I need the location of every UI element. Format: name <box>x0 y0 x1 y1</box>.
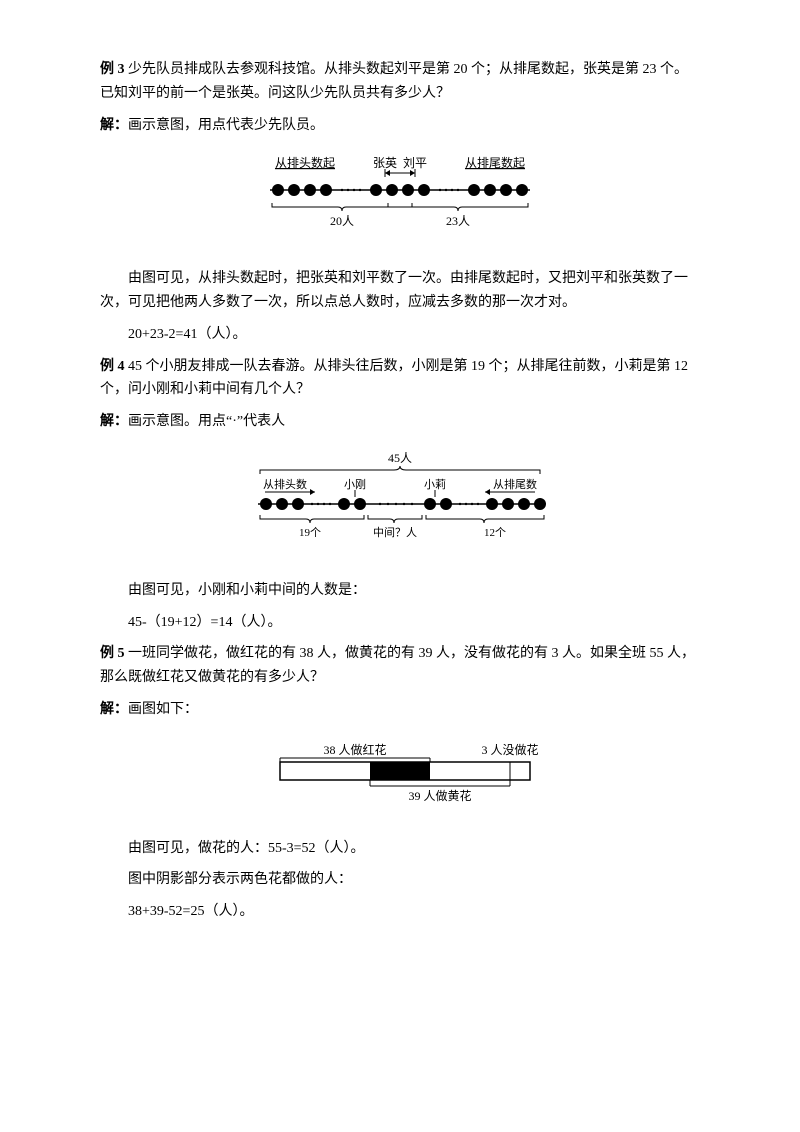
ex5-sol-text: 画图如下： <box>128 702 198 717</box>
ex5-solution-line: 解：画图如下： <box>100 698 700 722</box>
ex4-diagram: 45人 从排头数 小刚 小莉 从排尾数 19个 中间？人 12个 <box>100 452 700 561</box>
d4-19: 19个 <box>299 526 321 539</box>
ex4-sol-label: 解： <box>100 414 128 429</box>
d4-tail: 从排尾数 <box>493 477 537 491</box>
ex4-title: 例 4 <box>100 359 125 374</box>
ex5-problem-text: 一班同学做花，做红花的有 38 人，做黄花的有 39 人，没有做花的有 3 人。… <box>100 646 695 685</box>
d5-red: 38 人做红花 <box>323 742 386 757</box>
d3-zhang: 张英 <box>373 156 397 170</box>
d5-none: 3 人没做花 <box>481 742 538 757</box>
ex3-title: 例 3 <box>100 62 125 77</box>
ex5-sol-label: 解： <box>100 702 128 717</box>
d3-liu: 刘平 <box>403 156 427 170</box>
ex5-explain1: 由图可见，做花的人：55-3=52（人）。 <box>100 837 700 861</box>
d4-head: 从排头数 <box>263 477 307 491</box>
ex5-title: 例 5 <box>100 646 125 661</box>
d3-23: 23人 <box>446 214 470 228</box>
ex4-solution-line: 解：画示意图。用点“·”代表人 <box>100 410 700 434</box>
ex4-problem: 例 4 45 个小朋友排成一队去春游。从排头往后数，小刚是第 19 个；从排尾往… <box>100 355 700 403</box>
d4-gang: 小刚 <box>344 478 366 491</box>
d4-li: 小莉 <box>424 478 446 491</box>
ex4-problem-text: 45 个小朋友排成一队去春游。从排头往后数，小刚是第 19 个；从排尾往前数，小… <box>100 359 688 398</box>
ex3-solution-line: 解：画示意图，用点代表少先队员。 <box>100 114 700 138</box>
ex3-diagram: 从排头数起 张英 刘平 从排尾数起 20人 23人 <box>100 155 700 249</box>
d4-45: 45人 <box>388 452 412 465</box>
ex5-diagram: 38 人做红花 3 人没做花 39 人做黄花 <box>100 740 700 819</box>
ex4-sol-text: 画示意图。用点“·”代表人 <box>128 414 285 429</box>
ex5-explain2: 图中阴影部分表示两色花都做的人： <box>100 868 700 892</box>
d4-mid: 中间？人 <box>373 526 417 539</box>
d3-tail-label: 从排尾数起 <box>465 155 525 170</box>
ex3-sol-text: 画示意图，用点代表少先队员。 <box>128 118 324 133</box>
d3-head-label: 从排头数起 <box>275 155 335 170</box>
ex3-calc: 20+23-2=41（人）。 <box>100 323 700 347</box>
ex5-problem: 例 5 一班同学做花，做红花的有 38 人，做黄花的有 39 人，没有做花的有 … <box>100 642 700 690</box>
ex5-calc: 38+39-52=25（人）。 <box>100 900 700 924</box>
ex3-problem-text: 少先队员排成队去参观科技馆。从排头数起刘平是第 20 个；从排尾数起，张英是第 … <box>100 62 688 101</box>
ex3-problem: 例 3 少先队员排成队去参观科技馆。从排头数起刘平是第 20 个；从排尾数起，张… <box>100 58 700 106</box>
ex4-explain: 由图可见，小刚和小莉中间的人数是： <box>100 579 700 603</box>
ex3-explain: 由图可见，从排头数起时，把张英和刘平数了一次。由排尾数起时，又把刘平和张英数了一… <box>100 267 700 315</box>
d4-12: 12个 <box>484 526 506 539</box>
ex4-calc: 45-（19+12）=14（人）。 <box>100 611 700 635</box>
ex3-sol-label: 解： <box>100 118 128 133</box>
d5-yellow: 39 人做黄花 <box>408 788 471 803</box>
d3-20: 20人 <box>330 214 354 228</box>
